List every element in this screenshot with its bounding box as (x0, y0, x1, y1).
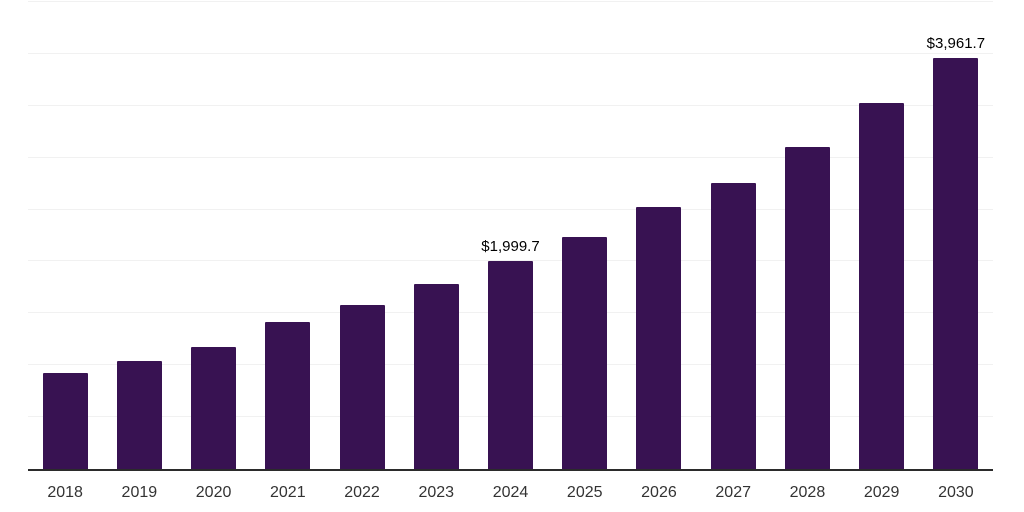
x-axis-label: 2025 (566, 484, 603, 501)
x-axis-label: 2030 (938, 484, 974, 501)
gridline (28, 1, 993, 2)
bar-2018 (42, 373, 88, 469)
x-axis-labels: 2018 2019 2020 2021 2022 2023 2024 2025 2026 2027… (28, 483, 993, 503)
bar-2028 (784, 146, 830, 469)
x-axis-label: 2019 (121, 484, 158, 501)
bar-2030 (933, 57, 979, 469)
x-axis-label: 2028 (789, 484, 826, 501)
x-axis-label: 2023 (418, 484, 455, 501)
data-label: $1,999.7 (481, 238, 540, 256)
bar-2020 (191, 347, 237, 469)
bar-2027 (710, 182, 756, 469)
bar-2024 (488, 261, 533, 469)
gridline (28, 52, 993, 54)
bar-2021 (265, 322, 311, 469)
plot-area: $1,999.7 $3,961.7 (28, 1, 993, 471)
gridline (28, 156, 993, 158)
data-label: $3,961.7 (926, 34, 986, 52)
x-axis-label: 2027 (715, 484, 751, 501)
gridline (28, 260, 993, 262)
x-axis-label: 2018 (47, 484, 83, 501)
x-axis-label: 2020 (195, 484, 232, 501)
x-axis-label: 2026 (641, 484, 677, 501)
x-axis-label: 2024 (492, 484, 529, 501)
x-axis-label: 2029 (863, 484, 900, 501)
bar-2029 (859, 102, 905, 469)
bar-2023 (413, 283, 459, 469)
bar-2019 (116, 361, 162, 469)
x-axis-label: 2022 (344, 484, 380, 501)
gridline (28, 208, 993, 210)
bar-2026 (636, 206, 682, 469)
x-axis-label: 2021 (270, 484, 306, 501)
bar-2022 (339, 305, 385, 469)
gridline (28, 104, 993, 106)
bar-2025 (562, 236, 608, 469)
